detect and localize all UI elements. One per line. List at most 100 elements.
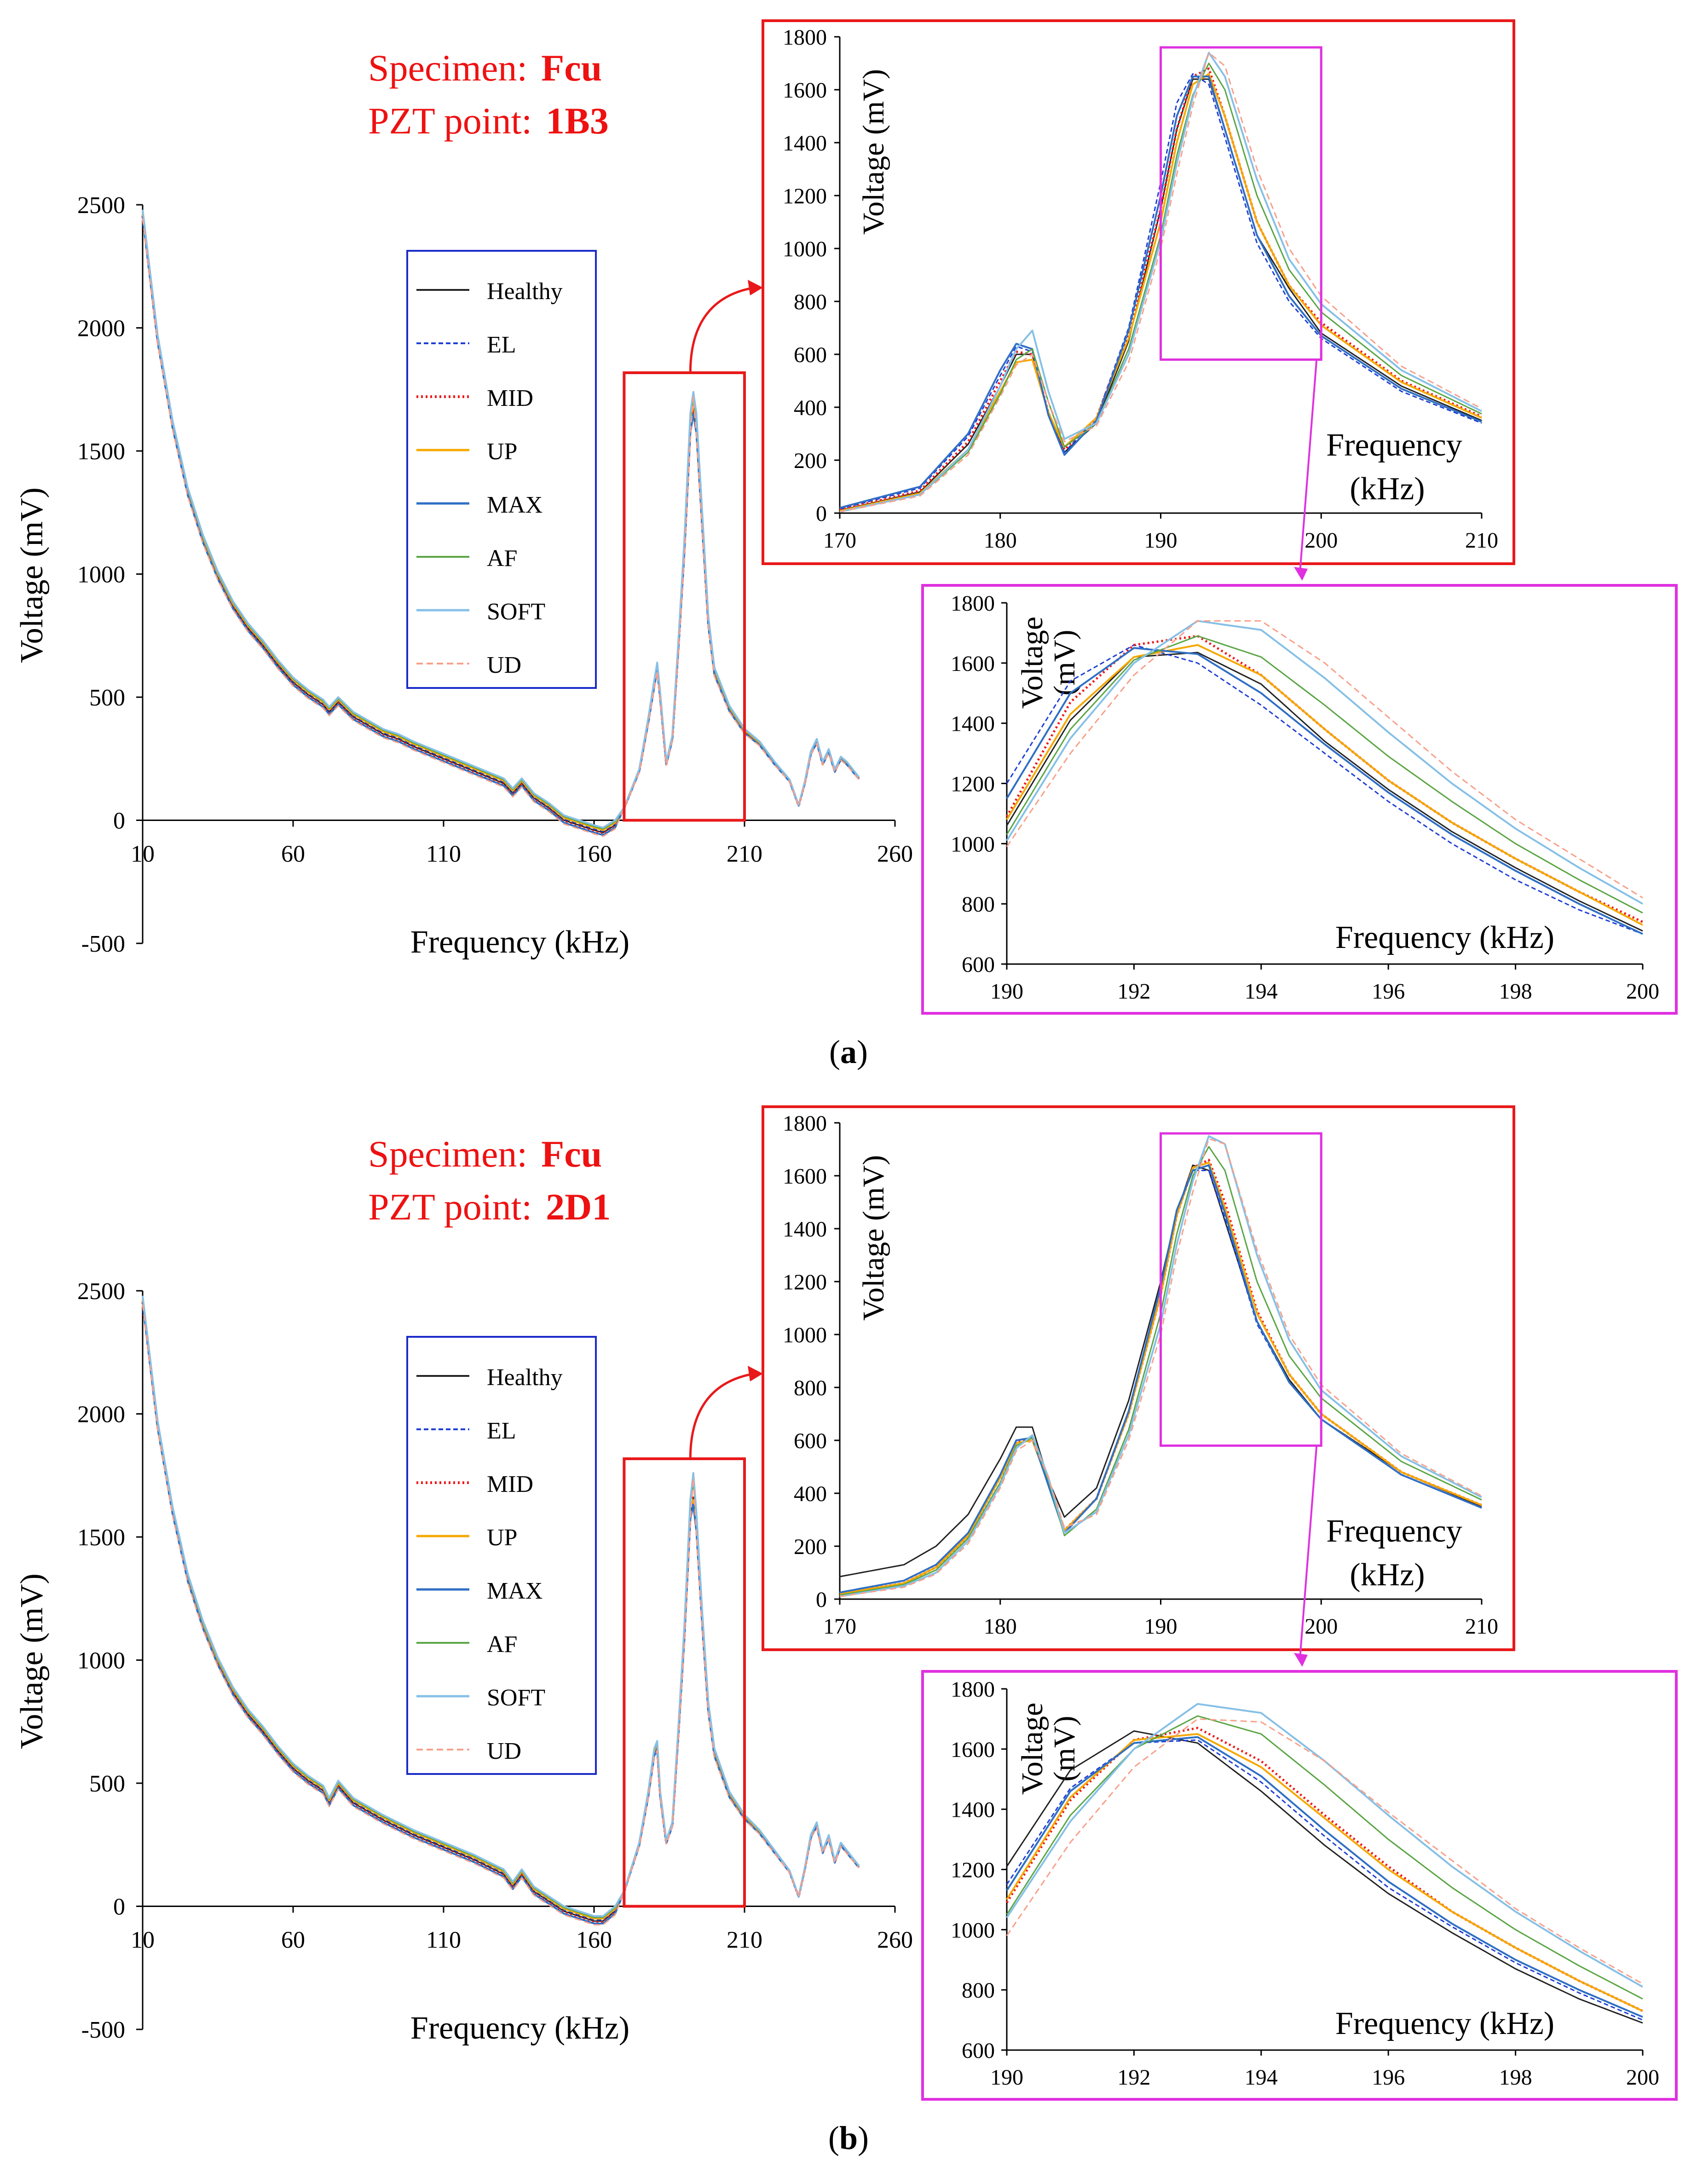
main-y-tick-label: 0	[113, 1894, 125, 1920]
main-y-tick-label: 500	[89, 1771, 125, 1797]
zoom2-series-max	[1006, 647, 1643, 935]
main-series-ud	[142, 218, 860, 837]
callout-arrow-red	[689, 286, 755, 373]
zoom1-x-tick-label: 180	[984, 528, 1017, 553]
pzt-key: PZT point:	[368, 1186, 532, 1228]
main-y-tick-label: 1000	[77, 1648, 125, 1674]
main-y-tick-label: 1500	[77, 1525, 125, 1551]
pzt-point-label: PZT point: 2D1	[368, 1186, 611, 1228]
zoom2-y-tick-label: 1000	[951, 1918, 995, 1942]
callout-box-main	[623, 371, 746, 822]
legend-label-el: EL	[487, 1418, 516, 1444]
zoom1-x-axis-label-1: Frequency	[1326, 428, 1462, 463]
zoom2-y-tick-label: 600	[962, 953, 995, 977]
zoom2-x-tick-label: 190	[990, 979, 1023, 1004]
zoom1-y-tick-label: 1000	[783, 237, 827, 261]
zoom2-series-el	[1006, 644, 1643, 935]
zoom1-x-tick-label: 210	[1465, 1614, 1498, 1639]
zoom2-x-tick-label: 198	[1499, 2065, 1532, 2090]
legend-label-af: AF	[487, 545, 517, 572]
legend-frame	[406, 1336, 597, 1775]
zoom1-x-axis-label-2: (kHz)	[1350, 1557, 1425, 1593]
specimen-key: Specimen:	[368, 1133, 527, 1175]
zoom2-series-ud	[1006, 620, 1643, 899]
zoom2-series-healthy	[1006, 1730, 1643, 2024]
zoom2-y-tick-label: 1200	[951, 772, 995, 797]
main-series-ud	[142, 1304, 860, 1926]
zoom1-y-tick-label: 600	[794, 343, 827, 367]
zoom1-x-tick-label: 190	[1144, 528, 1178, 553]
legend-label-up: UP	[487, 439, 517, 465]
callout-arrow-magenta	[1299, 1445, 1318, 1659]
main-y-tick-label: -500	[81, 2017, 125, 2043]
main-x-tick-label: 260	[877, 1927, 913, 1953]
zoom1-y-tick-label: 800	[794, 290, 827, 314]
main-x-tick-label: 60	[281, 1927, 305, 1953]
zoom2-y-tick-label: 800	[962, 1978, 995, 2003]
legend-frame	[406, 250, 597, 689]
zoom1-y-tick-label: 400	[794, 1482, 827, 1506]
specimen-label: Specimen: Fcu	[368, 47, 602, 89]
legend-label-max: MAX	[487, 492, 543, 518]
zoom2-series-group	[1005, 1703, 1644, 2024]
zoom1-x-tick-label: 180	[984, 1614, 1017, 1639]
specimen-value: Fcu	[541, 1133, 602, 1175]
pzt-value: 2D1	[546, 1186, 611, 1228]
main-y-tick-label: 2000	[77, 316, 125, 342]
zoom1-y-tick-label: 0	[816, 502, 827, 526]
zoom1-chart: 0 200 400 600 800 1000 1200 1400 1600 1800 170 180 1…	[762, 1105, 1515, 1651]
zoom1-y-tick-label: 1200	[783, 184, 827, 208]
zoom1-chart: 0 200 400 600 800 1000 1200 1400 1600 1800 170 180 1…	[762, 19, 1515, 565]
zoom2-y-axis-label-2: (mV)	[1048, 630, 1081, 696]
main-x-tick-label: 260	[877, 841, 913, 867]
zoom2-y-axis-label-1: Voltage	[1016, 1703, 1049, 1795]
zoom1-y-tick-label: 200	[794, 449, 827, 473]
zoom2-x-tick-label: 196	[1372, 979, 1405, 1004]
zoom2-y-axis-label-1: Voltage	[1016, 617, 1049, 709]
zoom2-x-tick-label: 200	[1626, 979, 1659, 1004]
callout-arrow-red	[689, 1372, 755, 1459]
main-x-tick-label: 110	[426, 1927, 461, 1953]
pzt-key: PZT point:	[368, 100, 532, 142]
zoom2-series-soft	[1006, 620, 1643, 905]
zoom2-series-healthy	[1006, 652, 1643, 932]
zoom2-x-axis-label: Frequency (kHz)	[1335, 2006, 1554, 2041]
main-x-tick-label: 160	[576, 841, 612, 867]
main-x-tick-label: 10	[131, 841, 155, 867]
zoom1-x-tick-label: 210	[1465, 528, 1498, 553]
zoom1-y-tick-label: 1000	[783, 1323, 827, 1347]
main-y-tick-label: 2500	[77, 192, 125, 219]
specimen-value: Fcu	[541, 47, 602, 89]
legend-label-mid: MID	[487, 385, 533, 411]
legend-label-max: MAX	[487, 1578, 543, 1604]
zoom2-series-mid	[1005, 1727, 1644, 2012]
callout-arrowhead-red	[748, 280, 763, 295]
legend-label-af: AF	[487, 1631, 517, 1658]
zoom2-x-tick-label: 192	[1117, 2065, 1150, 2090]
zoom2-y-tick-label: 1600	[951, 652, 995, 676]
zoom1-series-ud	[839, 52, 1482, 513]
zoom1-y-tick-label: 1400	[783, 131, 827, 156]
legend-label-soft: SOFT	[487, 1685, 545, 1711]
zoom2-y-tick-label: 1400	[951, 712, 995, 736]
zoom2-series-af	[1006, 635, 1643, 914]
zoom2-x-tick-label: 190	[990, 2065, 1023, 2090]
main-x-axis-label: Frequency (kHz)	[410, 2011, 629, 2046]
specimen-label: Specimen: Fcu	[368, 1133, 602, 1175]
main-x-tick-label: 160	[576, 1927, 612, 1953]
zoom1-x-tick-label: 190	[1144, 1614, 1178, 1639]
caption-letter: a	[840, 1034, 857, 1070]
main-x-tick-label: 60	[281, 841, 305, 867]
legend-label-mid: MID	[487, 1471, 533, 1497]
zoom1-y-tick-label: 1800	[783, 25, 827, 50]
zoom2-series-el	[1006, 1739, 1643, 2021]
callout-box-main	[623, 1457, 746, 1908]
pzt-value: 1B3	[546, 100, 609, 142]
main-x-tick-label: 210	[727, 841, 762, 867]
legend-label-healthy: Healthy	[487, 1364, 563, 1391]
zoom1-x-axis-label-2: (kHz)	[1350, 471, 1425, 507]
callout-arrow-magenta	[1299, 359, 1318, 573]
